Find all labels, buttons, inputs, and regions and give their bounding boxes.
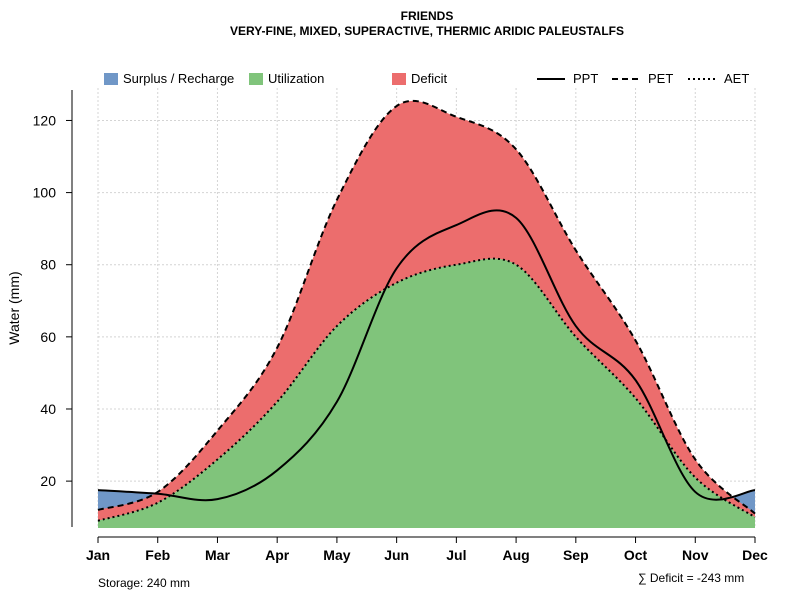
y-tick-label: 100 bbox=[33, 185, 57, 201]
y-tick-label: 40 bbox=[40, 401, 56, 417]
deficit-swatch bbox=[392, 72, 406, 85]
chart-title: FRIENDS bbox=[400, 9, 454, 23]
legend-item-deficit: Deficit bbox=[392, 71, 447, 86]
ppt-line bbox=[97, 209, 756, 502]
x-tick-label: Mar bbox=[205, 547, 230, 563]
legend-item-utilization: Utilization bbox=[249, 71, 324, 86]
y-tick-label: 120 bbox=[33, 112, 57, 128]
ppt-line-icon bbox=[537, 77, 565, 80]
x-tick-label: Oct bbox=[624, 547, 648, 563]
series-lines bbox=[97, 99, 756, 522]
legend-label-deficit: Deficit bbox=[411, 71, 448, 86]
legend-label-aet: AET bbox=[724, 71, 750, 86]
legend-label-utilization: Utilization bbox=[268, 71, 325, 86]
x-tick-label: Jun bbox=[384, 547, 409, 563]
legend-item-pet: PET bbox=[612, 71, 673, 86]
pet-line bbox=[97, 99, 756, 515]
utilization-swatch bbox=[249, 72, 263, 85]
area-fills bbox=[98, 100, 755, 528]
surplus-swatch bbox=[104, 72, 118, 85]
x-tick-label: Jul bbox=[446, 547, 466, 563]
legend-label-ppt: PPT bbox=[573, 71, 599, 86]
chart-subtitle: VERY-FINE, MIXED, SUPERACTIVE, THERMIC A… bbox=[229, 24, 625, 38]
x-tick-label: Dec bbox=[742, 547, 768, 563]
deficit-annotation: ∑ Deficit = -243 mm bbox=[638, 571, 745, 585]
x-tick-label: Sep bbox=[563, 547, 589, 563]
x-tick-label: May bbox=[323, 547, 350, 563]
y-tick-label: 60 bbox=[40, 329, 56, 345]
x-tick-label: Jan bbox=[86, 547, 110, 563]
x-tick-label: Apr bbox=[265, 547, 290, 563]
y-tick-label: 80 bbox=[40, 257, 56, 273]
x-tick-label: Nov bbox=[682, 547, 709, 563]
y-tick-label: 20 bbox=[40, 473, 56, 489]
legend-item-surplus: Surplus / Recharge bbox=[104, 71, 234, 86]
utilization-area bbox=[98, 258, 755, 528]
legend-label-surplus: Surplus / Recharge bbox=[123, 71, 235, 86]
x-tick-label: Feb bbox=[145, 547, 170, 563]
pet-line-icon bbox=[612, 77, 640, 80]
axes: 20 40 60 80 100 120 Jan Feb Mar Apr May Jun Jul Aug Se… bbox=[33, 90, 768, 563]
legend-item-aet: AET bbox=[688, 71, 749, 86]
legend-item-ppt: PPT bbox=[537, 71, 598, 86]
legend-label-pet: PET bbox=[648, 71, 674, 86]
aet-line bbox=[97, 257, 756, 522]
storage-annotation: Storage: 240 mm bbox=[98, 576, 191, 590]
x-tick-label: Aug bbox=[502, 547, 529, 563]
